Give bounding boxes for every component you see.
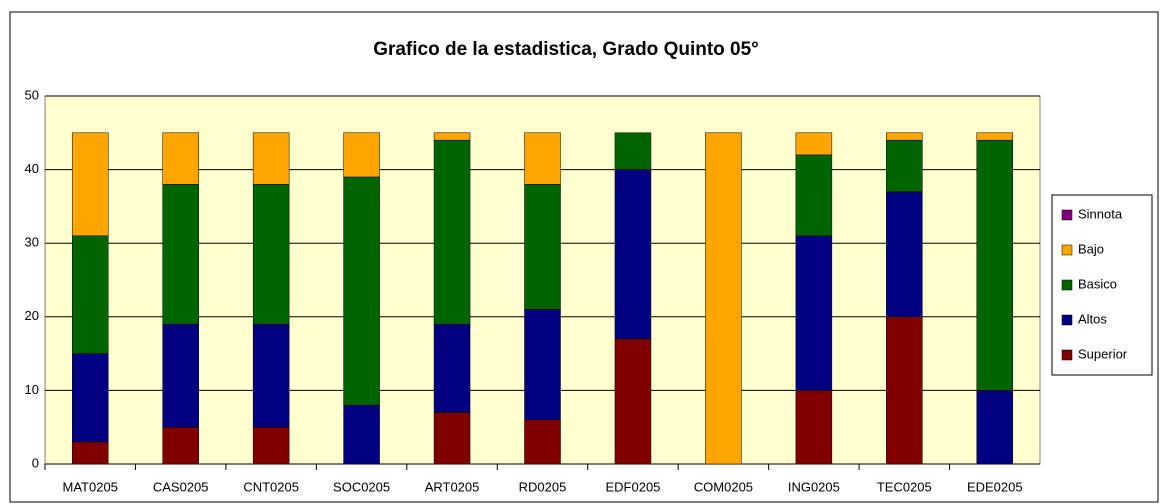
legend-swatch	[1061, 279, 1073, 291]
bar-segment	[343, 132, 380, 178]
chart-title: Grafico de la estadistica, Grado Quinto …	[373, 39, 759, 60]
x-tick-label: TEC0205	[877, 479, 932, 494]
x-tick-label: COM0205	[694, 479, 753, 494]
bar-segment	[71, 441, 109, 465]
bar-segment	[976, 139, 1014, 391]
bar-segment	[614, 338, 652, 465]
bar-segment	[433, 323, 471, 413]
bar-segment	[976, 390, 1014, 465]
y-tick-label: 30	[25, 235, 39, 250]
bar-segment	[795, 154, 833, 237]
x-tick-label: ART0205	[425, 479, 480, 494]
bar-segment	[705, 132, 742, 465]
x-tick-label: MAT0205	[63, 479, 118, 494]
bar-segment	[252, 132, 290, 185]
y-tick-label: 10	[25, 382, 39, 397]
bar-segment	[71, 132, 109, 237]
bar-segment	[614, 132, 652, 170]
bar-segment	[886, 316, 923, 465]
bar-segment	[886, 132, 923, 141]
bar-segment	[614, 169, 652, 340]
x-tick-label: ING0205	[788, 479, 840, 494]
x-tick-label: EDF0205	[605, 479, 660, 494]
bar-segment	[795, 235, 833, 391]
bar-segment	[162, 426, 199, 465]
bar-segment	[524, 309, 561, 421]
x-tick-label: SOC0205	[333, 479, 390, 494]
x-tick-label: RD0205	[519, 479, 567, 494]
bar-segment	[976, 132, 1014, 141]
bar-segment	[162, 184, 199, 325]
legend-swatch	[1061, 314, 1073, 326]
bar-segment	[795, 132, 833, 156]
bar-segment	[343, 404, 380, 465]
x-tick-label: EDE0205	[967, 479, 1023, 494]
bar-segment	[433, 132, 471, 141]
legend-swatch	[1061, 244, 1073, 256]
bar-segment	[886, 191, 923, 318]
bar-segment	[524, 419, 561, 465]
y-tick-label: 0	[32, 455, 39, 470]
bar-segment	[433, 139, 471, 325]
y-tick-label: 20	[25, 308, 39, 323]
bar-segment	[252, 323, 290, 428]
bar-segment	[71, 235, 109, 354]
bar-segment	[162, 132, 199, 185]
legend-label: Altos	[1078, 311, 1107, 326]
bar-segment	[524, 132, 561, 185]
bar-segment	[524, 184, 561, 310]
y-tick-label: 40	[25, 161, 39, 176]
y-tick-label: 50	[25, 87, 39, 102]
legend-label: Bajo	[1078, 241, 1104, 256]
x-tick-label: CNT0205	[243, 479, 299, 494]
x-tick-label: CAS0205	[153, 479, 209, 494]
bar-segment	[162, 323, 199, 428]
bar-segment	[71, 353, 109, 443]
legend-label: Sinnota	[1078, 206, 1123, 221]
bar-segment	[886, 139, 923, 192]
bar-segment	[252, 426, 290, 465]
legend-label: Superior	[1078, 346, 1128, 361]
bar-segment	[252, 184, 290, 325]
bar-segment	[433, 412, 471, 465]
legend-swatch	[1061, 349, 1073, 361]
bar-segment	[795, 390, 833, 465]
bar-segment	[343, 176, 380, 406]
legend-label: Basico	[1078, 276, 1117, 291]
legend-swatch	[1061, 209, 1073, 221]
